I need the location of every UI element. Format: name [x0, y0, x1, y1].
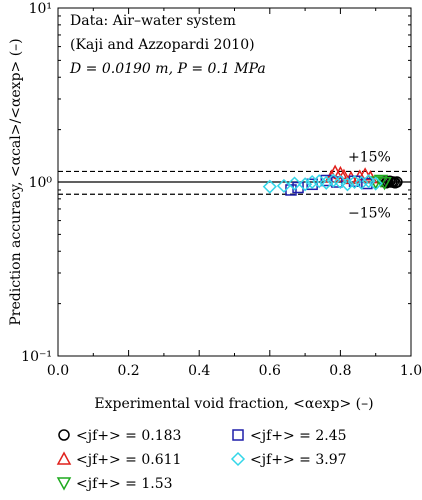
data-point-series-5 — [333, 174, 348, 190]
x-tick-label: 0.8 — [329, 363, 351, 379]
x-tick-label: 0.4 — [188, 363, 210, 379]
data-point-series-5 — [368, 176, 383, 191]
legend-marker-4 — [232, 429, 244, 441]
legend-label-3: <jf+> = 1.53 — [76, 476, 173, 492]
y-tick-label: 10⁰ — [29, 175, 53, 191]
y-axis-label: Prediction accuracy, <αcal>/<αexp> (–) — [8, 38, 24, 325]
data-point-series-5 — [319, 175, 334, 190]
annotation-line-2: (Kaji and Azzopardi 2010) — [70, 37, 255, 53]
x-tick-label: 0.6 — [259, 363, 281, 379]
legend: <jf+> = 0.183 <jf+> = 0.611 <jf+> = 1.53 <j… — [56, 428, 347, 492]
legend-label-4: <jf+> = 2.45 — [250, 428, 347, 444]
data-point-series-5 — [262, 179, 277, 194]
data-point-series-5 — [305, 174, 320, 190]
data-point-series-5 — [298, 177, 313, 192]
data-point-series-1 — [391, 176, 403, 188]
reference-line-label-1: +15% — [348, 149, 391, 165]
legend-label-5: <jf+> = 3.97 — [250, 452, 347, 468]
y-axis-ticks: 10⁻¹ 10⁰ 10¹ — [21, 1, 411, 365]
legend-marker-1 — [58, 429, 70, 441]
annotation-line-3: D = 0.0190 m, P = 0.1 MPa — [69, 61, 266, 77]
data-point-series-5 — [354, 175, 369, 190]
data-point-series-5 — [340, 177, 355, 192]
data-point-series-2 — [333, 165, 348, 180]
y-tick-label: 10⁻¹ — [21, 349, 52, 365]
y-tick-label: 10¹ — [29, 1, 52, 17]
x-tick-label: 1.0 — [400, 363, 422, 379]
legend-marker-5 — [230, 451, 246, 467]
x-axis-ticks: 0.0 0.2 0.4 0.6 0.8 1.0 — [47, 8, 422, 379]
legend-label-1: <jf+> = 0.183 — [76, 428, 181, 444]
legend-label-2: <jf+> = 0.611 — [76, 452, 181, 468]
data-point-series-3 — [373, 174, 389, 189]
legend-marker-3 — [56, 477, 72, 491]
reference-line-label-3: −15% — [348, 205, 391, 221]
x-tick-label: 0.0 — [47, 363, 69, 379]
x-axis-label: Experimental void fraction, <αexp> (–) — [94, 396, 373, 412]
x-tick-label: 0.2 — [117, 363, 139, 379]
annotation-line-1: Data: Air–water system — [70, 13, 236, 29]
legend-marker-2 — [56, 451, 72, 465]
data-point-series-5 — [361, 174, 376, 189]
data-markers — [262, 164, 403, 196]
data-point-series-5 — [287, 176, 302, 191]
